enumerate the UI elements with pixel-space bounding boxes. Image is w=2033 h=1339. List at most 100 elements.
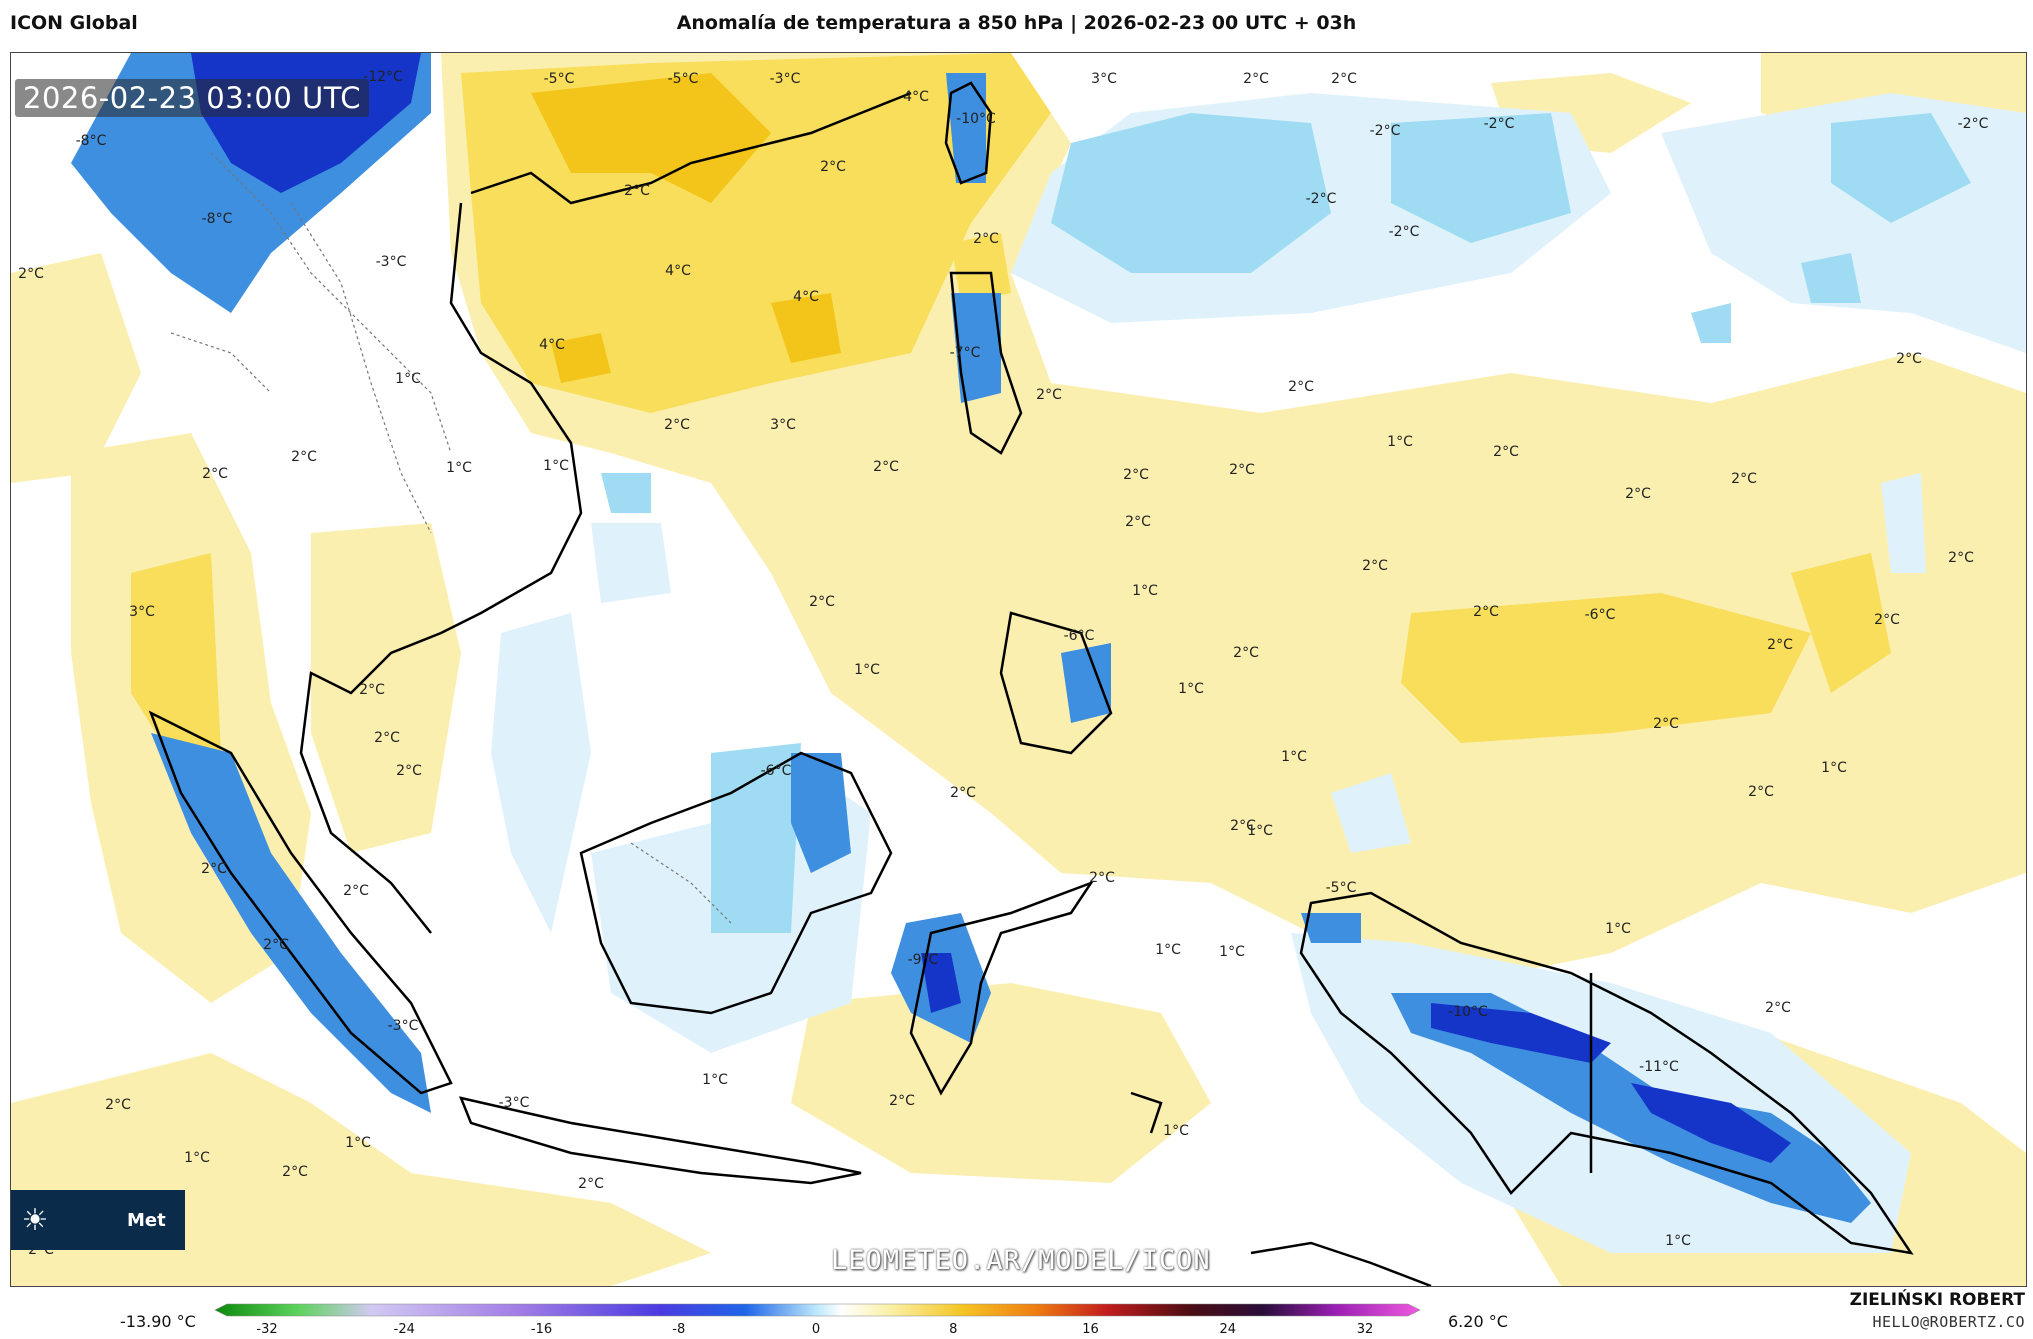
contour-label: 1°C	[1163, 1123, 1189, 1139]
contour-label: 2°C	[1362, 558, 1388, 574]
contour-label: 1°C	[1821, 760, 1847, 776]
contour-label: 1°C	[1132, 583, 1158, 599]
contour-label: -6°C	[761, 763, 792, 779]
logo-text: Met	[127, 1209, 166, 1231]
colorbar-max-label: 6.20 °C	[1448, 1312, 1508, 1331]
contour-label: -3°C	[388, 1018, 419, 1034]
contour-label: 2°C	[973, 231, 999, 247]
contour-label: 2°C	[291, 449, 317, 465]
contour-labels: -12°C -5°C -5°C -3°C 4°C -10°C 3°C 2°C 2°C -2°C -2…	[18, 69, 1988, 1258]
contour-label: 1°C	[1219, 944, 1245, 960]
contour-label: 1°C	[1247, 823, 1273, 839]
contour-label: 2°C	[1331, 71, 1357, 87]
contour-label: 2°C	[1874, 612, 1900, 628]
contour-label: 2°C	[359, 682, 385, 698]
contour-label: -5°C	[668, 71, 699, 87]
contour-label: -3°C	[770, 71, 801, 87]
cold-anomaly-mid	[601, 113, 1971, 933]
contour-label: -10°C	[1448, 1004, 1488, 1020]
anomaly-map: -12°C -5°C -5°C -3°C 4°C -10°C 3°C 2°C 2°C -2°C -2…	[11, 53, 2026, 1286]
contour-label: -3°C	[376, 254, 407, 270]
map-title: Anomalía de temperatura a 850 hPa | 2026…	[676, 12, 1357, 34]
contour-label: 1°C	[543, 458, 569, 474]
contour-label: -11°C	[1639, 1059, 1679, 1075]
colorbar-tick-label: -16	[530, 1322, 553, 1337]
contour-label: 2°C	[1229, 462, 1255, 478]
model-name: ICON Global	[10, 12, 138, 34]
contour-label: 2°C	[624, 183, 650, 199]
contour-label: 1°C	[702, 1072, 728, 1088]
contour-label: 2°C	[1493, 444, 1519, 460]
colorbar-tick-label: -24	[393, 1322, 415, 1337]
contour-label: 1°C	[1178, 681, 1204, 697]
contour-label: 2°C	[105, 1097, 131, 1113]
contour-label: 1°C	[345, 1135, 371, 1151]
contour-label: 2°C	[1625, 486, 1651, 502]
contour-label: -5°C	[1326, 880, 1357, 896]
contour-label: 1°C	[184, 1150, 210, 1166]
contour-label: 2°C	[1125, 514, 1151, 530]
contour-label: -6°C	[1585, 607, 1616, 623]
valid-time-badge: 2026-02-23 03:00 UTC	[15, 79, 370, 117]
colorbar-tick-label: 24	[1219, 1322, 1237, 1337]
contour-label: 4°C	[903, 89, 929, 105]
contour-label: 2°C	[1896, 351, 1922, 367]
contour-label: 4°C	[539, 337, 565, 353]
contour-label: 2°C	[343, 883, 369, 899]
contour-label: 2°C	[18, 266, 44, 282]
contour-label: 2°C	[263, 937, 289, 953]
contour-label: 4°C	[665, 263, 691, 279]
sun-icon: ☀	[21, 1202, 49, 1238]
colorbar-tick-label: 8	[949, 1322, 958, 1337]
colorbar	[214, 1303, 1421, 1317]
contour-label: -2°C	[1958, 116, 1989, 132]
contour-label: 3°C	[129, 604, 155, 620]
warm-anomaly-peak	[531, 73, 841, 383]
contour-label: 2°C	[396, 763, 422, 779]
contour-label: 1°C	[446, 460, 472, 476]
warm-anomaly-strong	[131, 53, 1891, 773]
contour-label: -8°C	[76, 133, 107, 149]
contour-label: 2°C	[1473, 604, 1499, 620]
contour-label: -9°C	[908, 952, 939, 968]
contour-label: 2°C	[1230, 818, 1256, 834]
contour-label: 2°C	[1767, 637, 1793, 653]
contour-label: 2°C	[664, 417, 690, 433]
colorbar-tick-label: 0	[811, 1322, 821, 1337]
colorbar-tick-label: 32	[1356, 1322, 1374, 1337]
contour-label: -2°C	[1370, 123, 1401, 139]
contour-label: -3°C	[499, 1095, 530, 1111]
contour-label: 2°C	[1243, 71, 1269, 87]
author-name: ZIELIŃSKI ROBERT	[1849, 1290, 2025, 1310]
contour-label: 1°C	[1155, 942, 1181, 958]
contour-label: -2°C	[1306, 191, 1337, 207]
contour-label: 2°C	[873, 459, 899, 475]
contour-label: -8°C	[202, 211, 233, 227]
colorbar-tick-label: 16	[1082, 1322, 1099, 1337]
logo-badge[interactable]: ☀ Met	[11, 1190, 185, 1250]
contour-label: 2°C	[1288, 379, 1314, 395]
contour-label: -2°C	[1389, 224, 1420, 240]
colorbar-tick-label: -32	[256, 1322, 278, 1337]
source-watermark[interactable]: LEOMETEO.AR/MODEL/ICON	[831, 1245, 1211, 1276]
contour-label: 2°C	[950, 785, 976, 801]
contour-label: 4°C	[793, 289, 819, 305]
contour-label: 1°C	[395, 371, 421, 387]
contour-label: 2°C	[1653, 716, 1679, 732]
contour-label: 2°C	[282, 1164, 308, 1180]
author-email[interactable]: HELLO@ROBERTZ.CO	[1872, 1313, 2025, 1331]
contour-label: 2°C	[820, 159, 846, 175]
map-panel[interactable]: -12°C -5°C -5°C -3°C 4°C -10°C 3°C 2°C 2°C -2°C -2…	[10, 52, 2027, 1287]
contour-label: 3°C	[770, 417, 796, 433]
contour-label: 1°C	[1387, 434, 1413, 450]
contour-label: 2°C	[1089, 870, 1115, 886]
contour-label: 2°C	[578, 1176, 604, 1192]
contour-label: 2°C	[201, 861, 227, 877]
contour-label: 2°C	[809, 594, 835, 610]
contour-label: 2°C	[1123, 467, 1149, 483]
contour-label: -2°C	[1484, 116, 1515, 132]
contour-label: 2°C	[1731, 471, 1757, 487]
contour-label: 2°C	[1748, 784, 1774, 800]
colorbar-tick-label: -8	[672, 1322, 686, 1337]
coastlines	[148, 81, 1914, 1286]
